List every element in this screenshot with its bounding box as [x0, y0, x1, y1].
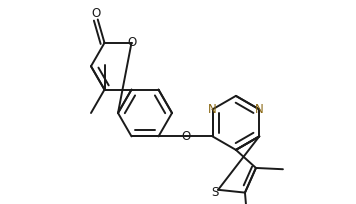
Text: N: N [208, 103, 217, 116]
Text: O: O [181, 130, 190, 143]
Text: O: O [91, 7, 101, 20]
Text: S: S [211, 186, 219, 199]
Text: O: O [127, 36, 136, 49]
Text: N: N [255, 103, 264, 116]
